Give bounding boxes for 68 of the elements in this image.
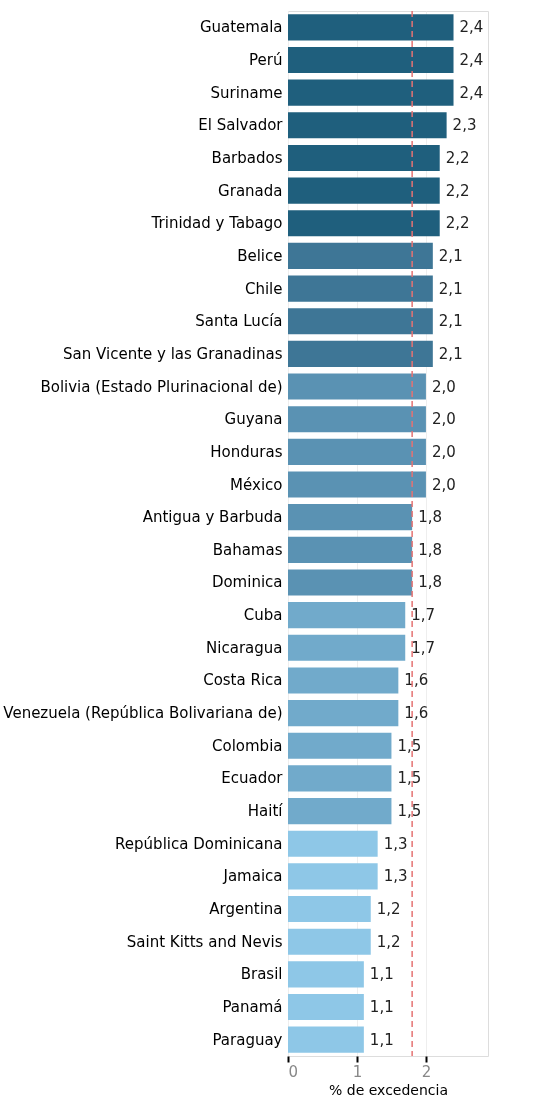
data-label: 1,8 [418,540,442,559]
y-tick-label: Belice [237,246,283,265]
data-label: 2,4 [459,18,484,37]
data-label: 2,1 [438,344,463,363]
data-label: 1,7 [411,638,436,657]
data-label: 1,2 [376,900,401,919]
y-tick-label: Colombia [212,736,283,755]
data-label: 2,1 [438,279,463,298]
data-label: 1,5 [397,769,422,788]
y-tick-label: Santa Lucía [195,312,283,331]
x-tick-label: 2 [421,1062,432,1081]
y-tick-label: Trinidad y Tabago [150,214,283,233]
y-tick-label: Perú [249,50,283,69]
y-tick-label: Panamá [222,998,283,1017]
y-tick-label: Brasil [240,965,283,984]
data-label: 2,0 [431,442,456,461]
y-tick-label: Dominica [211,573,283,592]
data-label: 1,8 [418,573,442,592]
y-tick-label: Suriname [210,83,283,102]
data-label: 1,6 [404,704,429,723]
data-label: 2,2 [445,214,470,233]
data-label: 2,1 [438,312,463,331]
y-tick-label: Granada [218,181,283,200]
data-label: 1,3 [383,834,408,853]
y-tick-label: Argentina [209,900,283,919]
data-label: 1,2 [376,932,401,951]
y-tick-label: Cuba [243,606,283,625]
data-label: 1,1 [369,1030,394,1049]
y-tick-label: Jamaica [222,867,283,886]
x-axis-title: % de excedencia [329,1081,448,1098]
y-tick-label: Ecuador [221,769,284,788]
data-label: 1,6 [404,671,429,690]
y-tick-label: Bahamas [212,540,283,559]
y-tick-label: Guatemala [199,18,283,37]
y-tick-label: Haití [247,802,284,821]
y-tick-label: Venezuela (República Bolivariana de) [3,704,283,723]
y-tick-label: Saint Kitts and Nevis [126,932,283,951]
data-label: 2,3 [452,116,477,135]
data-label: 2,2 [445,148,470,167]
y-tick-label: El Salvador [198,116,284,135]
data-label: 1,5 [397,736,422,755]
data-label: 2,0 [431,410,456,429]
x-tick-label: 1 [352,1062,363,1081]
data-label: 1,7 [411,606,436,625]
y-tick-label: Costa Rica [203,671,283,690]
data-label: 1,5 [397,802,422,821]
data-label: 2,1 [438,246,463,265]
data-label: 2,4 [459,83,484,102]
y-tick-label: Nicaragua [206,638,283,657]
y-tick-label: Antigua y Barbuda [142,508,283,527]
data-label: 2,2 [445,181,470,200]
data-label: 1,3 [383,867,408,886]
x-tick-label: 0 [288,1062,299,1081]
data-label: 2,0 [431,475,456,494]
y-tick-label: Barbados [211,148,283,167]
y-tick-label: Bolivia (Estado Plurinacional de) [40,377,283,396]
data-label: 2,0 [431,377,456,396]
data-label: 1,8 [418,508,442,527]
y-tick-label: Chile [244,279,283,298]
y-tick-label: Honduras [210,442,283,461]
y-tick-label: República Dominicana [115,834,283,853]
y-tick-label: Paraguay [212,1030,283,1049]
y-tick-label: México [230,475,283,494]
y-tick-label: San Vicente y las Granadinas [63,344,283,363]
data-label: 1,1 [369,998,394,1017]
data-label: 2,4 [459,50,484,69]
y-tick-label: Guyana [224,410,283,429]
data-label: 1,1 [369,965,394,984]
